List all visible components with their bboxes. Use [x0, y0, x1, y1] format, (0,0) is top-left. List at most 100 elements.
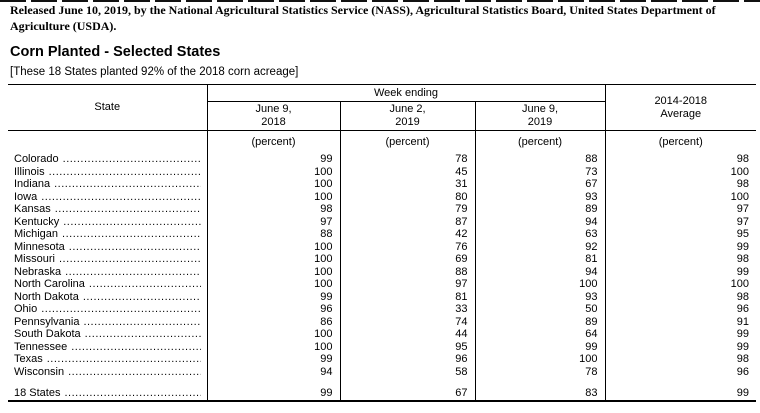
- state-name: 18 States: [14, 387, 61, 399]
- value-cell: 98: [604, 290, 756, 303]
- value-cell: 78: [339, 153, 475, 166]
- value-cell: 99: [604, 387, 756, 401]
- value-cell: 89: [474, 203, 605, 216]
- value-cell: 92: [474, 240, 605, 253]
- value-cell: 73: [474, 165, 605, 178]
- column-header-state: State: [8, 84, 207, 131]
- value-cell: 100: [206, 240, 340, 253]
- state-cell: 18 States: [8, 387, 207, 401]
- value-cell: 80: [339, 190, 475, 203]
- release-statement: Released June 10, 2019, by the National …: [10, 3, 716, 33]
- state-cell: Kentucky: [8, 216, 207, 229]
- state-name: Nebraska: [14, 265, 62, 278]
- value-cell: 100: [604, 278, 756, 291]
- value-cell: 74: [339, 315, 475, 328]
- value-cell: 98: [604, 178, 756, 191]
- value-cell: 100: [206, 328, 340, 341]
- corn-planted-table: State Week ending 2014-2018 Average June…: [8, 84, 756, 402]
- value-cell: 81: [339, 290, 475, 303]
- table-row: Kentucky97879497: [8, 215, 756, 229]
- value-cell: 87: [339, 215, 475, 228]
- value-cell: 33: [339, 303, 475, 316]
- value-cell: 97: [604, 215, 756, 228]
- report-title: Corn Planted - Selected States: [10, 44, 221, 60]
- state-cell: Pennsylvania: [8, 316, 207, 329]
- spacer-cell: [474, 378, 605, 387]
- state-name: Wisconsin: [14, 365, 65, 378]
- value-cell: 100: [206, 190, 340, 203]
- table-row: Tennessee100959999: [8, 340, 756, 354]
- dot-leader: [85, 328, 201, 341]
- state-name: Indiana: [14, 178, 51, 190]
- column-header-june2-2019: June 2, 2019: [339, 101, 475, 131]
- value-cell: 100: [474, 278, 605, 291]
- spacer-cell: [339, 378, 475, 387]
- column-group-week-ending: Week ending: [206, 84, 605, 102]
- unit-label: (percent): [604, 130, 756, 153]
- state-cell: Michigan: [8, 228, 207, 241]
- value-cell: 94: [474, 265, 605, 278]
- dot-leader: [68, 366, 200, 379]
- value-cell: 99: [604, 265, 756, 278]
- dot-leader: [71, 341, 200, 354]
- value-cell: 88: [339, 265, 475, 278]
- value-cell: 44: [339, 328, 475, 341]
- value-cell: 94: [474, 215, 605, 228]
- state-cell: North Carolina: [8, 278, 207, 291]
- spacer-cell: [8, 378, 207, 387]
- dot-leader: [83, 291, 201, 304]
- state-cell: South Dakota: [8, 328, 207, 341]
- value-cell: 42: [339, 228, 475, 241]
- table-header: State Week ending 2014-2018 Average June…: [8, 84, 756, 153]
- dot-leader: [55, 203, 201, 216]
- dot-leader: [54, 178, 200, 191]
- state-name: Kansas: [14, 203, 51, 215]
- table-row: Ohio96335096: [8, 303, 756, 316]
- value-cell: 83: [474, 387, 605, 401]
- state-cell: Nebraska: [8, 266, 207, 279]
- value-cell: 100: [206, 278, 340, 291]
- value-cell: 63: [474, 228, 605, 241]
- state-name: Missouri: [14, 253, 55, 265]
- state-cell: Indiana: [8, 178, 207, 191]
- state-cell: North Dakota: [8, 291, 207, 304]
- dot-leader: [89, 278, 201, 291]
- value-cell: 78: [474, 365, 605, 378]
- value-cell: 50: [474, 303, 605, 316]
- column-header-june9-2019: June 9, 2019: [474, 101, 605, 131]
- value-cell: 100: [474, 353, 605, 366]
- unit-label: (percent): [339, 130, 475, 153]
- state-name: South Dakota: [14, 328, 81, 340]
- table-row: North Carolina10097100100: [8, 278, 756, 291]
- value-cell: 99: [206, 153, 340, 166]
- table-row: 18 States99678399: [8, 387, 756, 401]
- value-cell: 93: [474, 190, 605, 203]
- value-cell: 99: [206, 290, 340, 303]
- value-cell: 79: [339, 203, 475, 216]
- value-cell: 99: [604, 328, 756, 341]
- state-name: Pennsylvania: [14, 315, 80, 328]
- state-name: Michigan: [14, 228, 59, 240]
- value-cell: 100: [206, 265, 340, 278]
- state-name: North Dakota: [14, 290, 79, 303]
- value-cell: 88: [474, 153, 605, 166]
- dot-leader: [83, 316, 200, 329]
- value-cell: 45: [339, 165, 475, 178]
- spacer-cell: [206, 378, 340, 387]
- value-cell: 99: [474, 340, 605, 353]
- value-cell: 97: [604, 203, 756, 216]
- value-cell: 99: [206, 387, 340, 401]
- value-cell: 76: [339, 240, 475, 253]
- dot-leader: [49, 166, 201, 179]
- value-cell: 95: [339, 340, 475, 353]
- dot-leader: [65, 266, 200, 279]
